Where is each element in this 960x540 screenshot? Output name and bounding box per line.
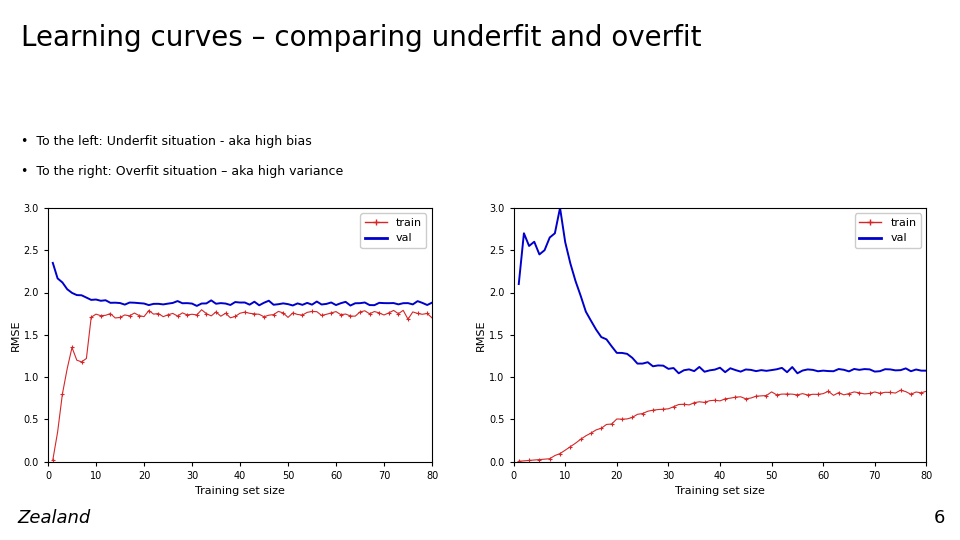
Text: •  To the left: Underfit situation - aka high bias: • To the left: Underfit situation - aka … [21, 135, 312, 148]
Legend: train, val: train, val [854, 213, 921, 248]
Text: •  To the right: Overfit situation – aka high variance: • To the right: Overfit situation – aka … [21, 165, 344, 178]
X-axis label: Training set size: Training set size [675, 487, 765, 496]
Legend: train, val: train, val [360, 213, 426, 248]
X-axis label: Training set size: Training set size [195, 487, 285, 496]
Y-axis label: RMSE: RMSE [11, 319, 21, 350]
Text: Learning curves – comparing underfit and overfit: Learning curves – comparing underfit and… [21, 24, 702, 52]
Text: Zealand: Zealand [17, 509, 90, 526]
Text: 6: 6 [934, 509, 946, 526]
Y-axis label: RMSE: RMSE [476, 319, 487, 350]
